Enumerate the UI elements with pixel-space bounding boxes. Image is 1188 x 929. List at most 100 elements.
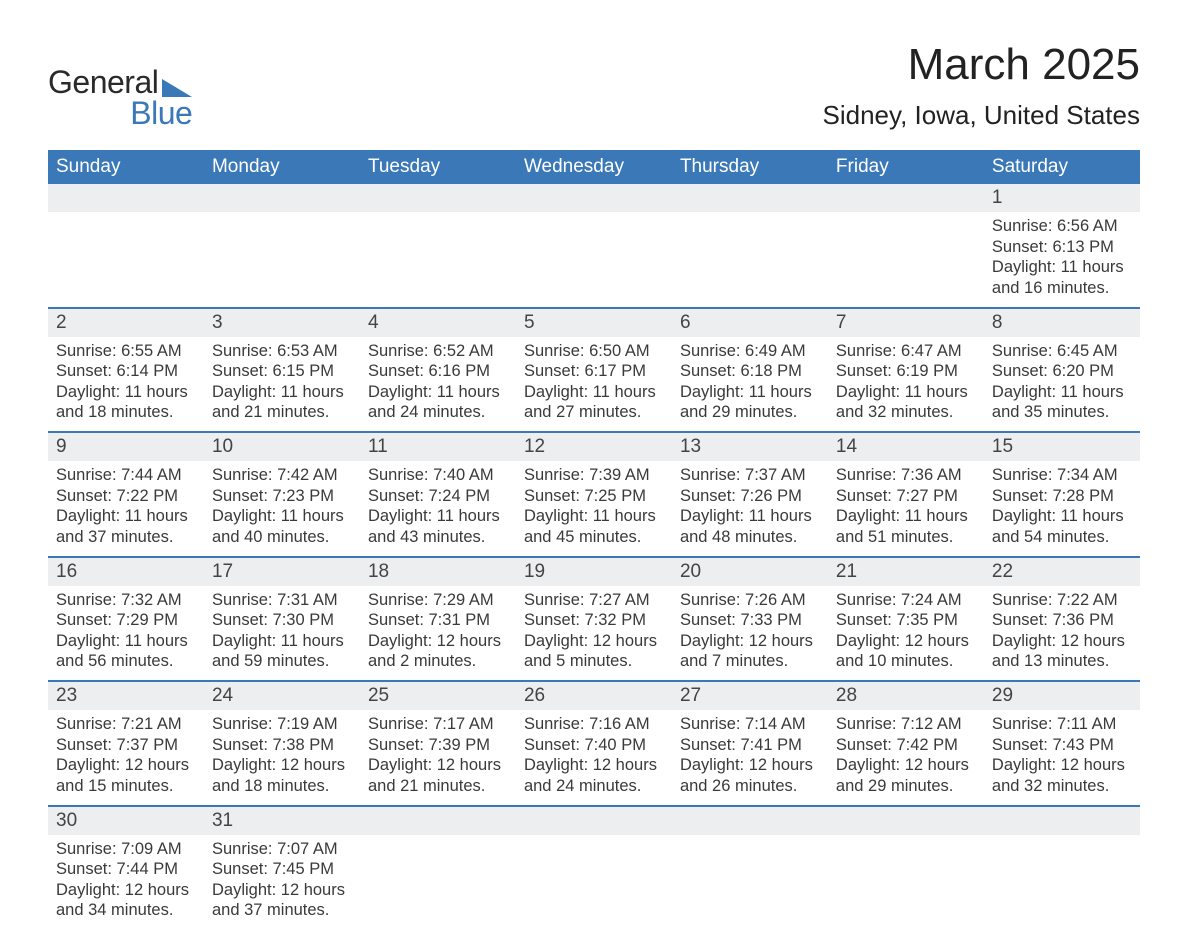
daylight-line-2: and 40 minutes.	[212, 527, 352, 548]
day-number-cell: 2	[48, 308, 204, 337]
daylight-line-2: and 48 minutes.	[680, 527, 820, 548]
daylight-line-1: Daylight: 11 hours	[992, 257, 1132, 278]
day-detail-cell	[360, 835, 516, 929]
day-detail-cell: Sunrise: 6:53 AMSunset: 6:15 PMDaylight:…	[204, 337, 360, 433]
brand-word-blue: Blue	[130, 95, 192, 132]
day-number-cell: 10	[204, 432, 360, 461]
day-detail-cell: Sunrise: 6:47 AMSunset: 6:19 PMDaylight:…	[828, 337, 984, 433]
day-number-cell: 26	[516, 681, 672, 710]
sunrise-line: Sunrise: 7:21 AM	[56, 714, 196, 735]
sunrise-line: Sunrise: 7:44 AM	[56, 465, 196, 486]
detail-row: Sunrise: 6:56 AMSunset: 6:13 PMDaylight:…	[48, 212, 1140, 308]
daylight-line-2: and 5 minutes.	[524, 651, 664, 672]
day-detail-cell: Sunrise: 7:26 AMSunset: 7:33 PMDaylight:…	[672, 586, 828, 682]
day-number-cell: 24	[204, 681, 360, 710]
day-detail-cell: Sunrise: 7:14 AMSunset: 7:41 PMDaylight:…	[672, 710, 828, 806]
sunset-line: Sunset: 7:40 PM	[524, 735, 664, 756]
daylight-line-1: Daylight: 11 hours	[56, 631, 196, 652]
sunset-line: Sunset: 7:37 PM	[56, 735, 196, 756]
daylight-line-1: Daylight: 12 hours	[56, 880, 196, 901]
daylight-line-2: and 15 minutes.	[56, 776, 196, 797]
day-detail-cell: Sunrise: 7:09 AMSunset: 7:44 PMDaylight:…	[48, 835, 204, 929]
daylight-line-1: Daylight: 11 hours	[524, 506, 664, 527]
day-detail-cell: Sunrise: 7:07 AMSunset: 7:45 PMDaylight:…	[204, 835, 360, 929]
day-number-cell: 17	[204, 557, 360, 586]
daylight-line-2: and 24 minutes.	[524, 776, 664, 797]
day-number-cell	[360, 806, 516, 835]
daylight-line-1: Daylight: 12 hours	[992, 755, 1132, 776]
daylight-line-2: and 21 minutes.	[212, 402, 352, 423]
sunset-line: Sunset: 7:22 PM	[56, 486, 196, 507]
daylight-line-1: Daylight: 12 hours	[524, 631, 664, 652]
sunrise-line: Sunrise: 7:37 AM	[680, 465, 820, 486]
day-number-cell	[984, 806, 1140, 835]
sunrise-line: Sunrise: 6:49 AM	[680, 341, 820, 362]
daylight-line-1: Daylight: 12 hours	[212, 880, 352, 901]
daylight-line-2: and 43 minutes.	[368, 527, 508, 548]
day-detail-cell: Sunrise: 7:39 AMSunset: 7:25 PMDaylight:…	[516, 461, 672, 557]
day-number-cell	[516, 184, 672, 212]
daylight-line-1: Daylight: 11 hours	[836, 382, 976, 403]
daylight-line-2: and 54 minutes.	[992, 527, 1132, 548]
day-number-cell: 19	[516, 557, 672, 586]
daylight-line-2: and 35 minutes.	[992, 402, 1132, 423]
sunset-line: Sunset: 7:27 PM	[836, 486, 976, 507]
day-detail-cell: Sunrise: 7:16 AMSunset: 7:40 PMDaylight:…	[516, 710, 672, 806]
day-number-cell: 11	[360, 432, 516, 461]
sunset-line: Sunset: 7:44 PM	[56, 859, 196, 880]
sunset-line: Sunset: 7:30 PM	[212, 610, 352, 631]
sunrise-line: Sunrise: 6:56 AM	[992, 216, 1132, 237]
day-detail-cell: Sunrise: 7:34 AMSunset: 7:28 PMDaylight:…	[984, 461, 1140, 557]
day-number-cell: 20	[672, 557, 828, 586]
sunrise-line: Sunrise: 6:55 AM	[56, 341, 196, 362]
sunrise-line: Sunrise: 7:22 AM	[992, 590, 1132, 611]
daylight-line-2: and 27 minutes.	[524, 402, 664, 423]
day-number-cell: 6	[672, 308, 828, 337]
sunrise-line: Sunrise: 6:50 AM	[524, 341, 664, 362]
day-detail-cell: Sunrise: 7:11 AMSunset: 7:43 PMDaylight:…	[984, 710, 1140, 806]
day-detail-cell: Sunrise: 7:24 AMSunset: 7:35 PMDaylight:…	[828, 586, 984, 682]
day-number-cell: 8	[984, 308, 1140, 337]
daynum-row: 3031	[48, 806, 1140, 835]
brand-logo: General Blue	[48, 64, 192, 132]
day-detail-cell: Sunrise: 6:49 AMSunset: 6:18 PMDaylight:…	[672, 337, 828, 433]
weekday-header: Friday	[828, 150, 984, 184]
day-number-cell: 18	[360, 557, 516, 586]
day-detail-cell: Sunrise: 7:37 AMSunset: 7:26 PMDaylight:…	[672, 461, 828, 557]
daylight-line-2: and 16 minutes.	[992, 278, 1132, 299]
detail-row: Sunrise: 7:21 AMSunset: 7:37 PM Daylight:…	[48, 710, 1140, 806]
day-detail-cell	[672, 835, 828, 929]
daylight-line-2: and 24 minutes.	[368, 402, 508, 423]
sunset-line: Sunset: 7:42 PM	[836, 735, 976, 756]
sunset-line: Sunset: 7:43 PM	[992, 735, 1132, 756]
detail-row: Sunrise: 6:55 AMSunset: 6:14 PMDaylight:…	[48, 337, 1140, 433]
daylight-line-1: Daylight: 12 hours	[212, 755, 352, 776]
day-detail-cell: Sunrise: 7:31 AMSunset: 7:30 PMDaylight:…	[204, 586, 360, 682]
day-number-cell	[204, 184, 360, 212]
daylight-line-2: and 37 minutes.	[56, 527, 196, 548]
daylight-line-2: and 7 minutes.	[680, 651, 820, 672]
weekday-header-row: Sunday Monday Tuesday Wednesday Thursday…	[48, 150, 1140, 184]
sunset-line: Sunset: 6:20 PM	[992, 361, 1132, 382]
daylight-line-1: Daylight: 11 hours	[212, 382, 352, 403]
sunset-line: Sunset: 7:38 PM	[212, 735, 352, 756]
day-number-cell: 29	[984, 681, 1140, 710]
sunrise-line: Sunrise: 7:16 AM	[524, 714, 664, 735]
daylight-line-1: Daylight: 11 hours	[680, 506, 820, 527]
sunset-line: Sunset: 6:15 PM	[212, 361, 352, 382]
day-number-cell: 21	[828, 557, 984, 586]
sunrise-line: Sunrise: 7:32 AM	[56, 590, 196, 611]
sunrise-line: Sunrise: 6:52 AM	[368, 341, 508, 362]
sunset-line: Sunset: 6:19 PM	[836, 361, 976, 382]
day-detail-cell: Sunrise: 7:19 AMSunset: 7:38 PMDaylight:…	[204, 710, 360, 806]
sunset-line: Sunset: 7:26 PM	[680, 486, 820, 507]
daylight-line-1: Daylight: 12 hours	[680, 631, 820, 652]
day-number-cell	[672, 184, 828, 212]
day-number-cell	[48, 184, 204, 212]
daylight-line-1: Daylight: 11 hours	[992, 382, 1132, 403]
sunrise-line: Sunrise: 7:36 AM	[836, 465, 976, 486]
day-number-cell: 30	[48, 806, 204, 835]
daylight-line-1: Daylight: 11 hours	[836, 506, 976, 527]
daynum-row: 1	[48, 184, 1140, 212]
daylight-line-1: Daylight: 11 hours	[212, 506, 352, 527]
